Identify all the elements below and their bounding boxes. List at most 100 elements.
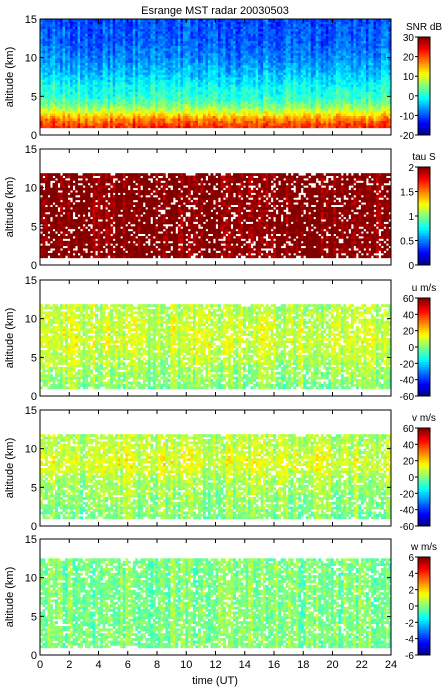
heatmap-cell — [212, 108, 216, 112]
heatmap-cell — [248, 122, 251, 126]
heatmap-cell — [105, 69, 109, 73]
heatmap-cell — [240, 122, 244, 126]
heatmap-cell — [47, 28, 51, 32]
heatmap-cell — [175, 21, 179, 25]
heatmap-cell — [47, 89, 51, 92]
heatmap-cell — [95, 118, 99, 121]
heatmap-cell — [110, 28, 114, 32]
heatmap-cell — [275, 60, 279, 63]
heatmap-cell — [298, 64, 302, 68]
heatmap-cell — [65, 93, 68, 97]
heatmap-cell — [45, 45, 48, 49]
heatmap-cell — [243, 60, 246, 63]
heatmap-cell — [315, 40, 319, 44]
heatmap-cell — [265, 26, 269, 30]
heatmap-cell — [87, 19, 91, 22]
heatmap-cell — [295, 113, 299, 117]
heatmap-cell — [42, 122, 46, 126]
heatmap-cell — [182, 101, 186, 104]
heatmap-cell — [315, 57, 319, 61]
heatmap-cell — [135, 48, 139, 51]
heatmap-cell — [190, 86, 194, 90]
heatmap-cell — [283, 93, 287, 97]
heatmap-cell — [223, 110, 226, 114]
heatmap-cell — [120, 113, 124, 117]
heatmap-cell — [290, 91, 294, 95]
heatmap-cell — [238, 60, 241, 63]
heatmap-cell — [160, 106, 164, 109]
heatmap-cell — [172, 55, 176, 59]
heatmap-cell — [77, 101, 81, 104]
heatmap-cell — [283, 122, 287, 126]
heatmap-cell — [225, 122, 229, 126]
heatmap-cell — [77, 33, 81, 37]
heatmap-cell — [310, 118, 314, 121]
heatmap-cell — [92, 93, 96, 97]
heatmap-cell — [52, 89, 56, 92]
heatmap-cell — [57, 110, 61, 114]
heatmap-cell — [273, 115, 277, 119]
heatmap-cell — [228, 55, 231, 59]
heatmap-cell — [238, 98, 241, 102]
heatmap-cell — [275, 113, 279, 117]
heatmap-cell — [223, 120, 226, 124]
heatmap-cell — [47, 122, 51, 126]
heatmap-cell — [185, 106, 189, 109]
heatmap-cell — [147, 64, 151, 68]
heatmap-cell — [152, 38, 156, 42]
heatmap-cell — [285, 40, 289, 44]
heatmap-cell — [145, 74, 149, 78]
heatmap-cell — [110, 35, 114, 39]
heatmap-cell — [200, 79, 204, 83]
heatmap-cell — [230, 91, 234, 95]
heatmap-cell — [210, 115, 214, 119]
heatmap-cell — [142, 57, 146, 61]
heatmap-cell — [192, 60, 196, 63]
heatmap-cell — [102, 62, 106, 66]
heatmap-cell — [233, 93, 236, 97]
heatmap-cell — [67, 67, 71, 71]
heatmap-cell — [130, 77, 134, 80]
heatmap-cell — [67, 62, 71, 66]
heatmap-cell — [218, 57, 221, 61]
heatmap-cell — [140, 115, 144, 119]
heatmap-cell — [102, 67, 106, 71]
heatmap-cell — [250, 64, 254, 68]
heatmap-cell — [62, 45, 66, 49]
heatmap-cell — [52, 40, 56, 44]
heatmap-cell — [47, 33, 51, 37]
heatmap-cell — [120, 89, 124, 92]
heatmap-cell — [220, 106, 224, 109]
heatmap-cell — [245, 122, 249, 126]
heatmap-cell — [280, 57, 284, 61]
heatmap-cell — [212, 106, 216, 109]
heatmap-cell — [137, 48, 141, 51]
heatmap-cell — [258, 48, 262, 51]
heatmap-cell — [42, 28, 46, 32]
heatmap-cell — [95, 26, 99, 30]
heatmap-cell — [177, 33, 181, 37]
heatmap-cell — [238, 91, 241, 95]
heatmap-cell — [135, 125, 139, 129]
heatmap-cell — [40, 84, 43, 88]
heatmap-cell — [202, 67, 206, 71]
heatmap-cell — [57, 57, 61, 61]
heatmap-cell — [263, 19, 267, 22]
heatmap-cell — [125, 60, 129, 63]
heatmap-cell — [155, 84, 159, 88]
heatmap-cell — [218, 115, 221, 119]
heatmap-cell — [165, 96, 169, 100]
heatmap-cell — [107, 103, 111, 107]
heatmap-cell — [72, 45, 76, 49]
heatmap-cell — [145, 62, 149, 66]
heatmap-cell — [75, 103, 79, 107]
heatmap-cell — [125, 50, 129, 54]
heatmap-cell — [180, 62, 184, 66]
heatmap-cell — [243, 26, 246, 30]
heatmap-cell — [248, 21, 251, 25]
heatmap-cell — [155, 98, 159, 102]
heatmap-cell — [298, 38, 302, 42]
heatmap-cell — [205, 57, 209, 61]
heatmap-cell — [238, 52, 241, 56]
heatmap-cell — [220, 86, 224, 90]
